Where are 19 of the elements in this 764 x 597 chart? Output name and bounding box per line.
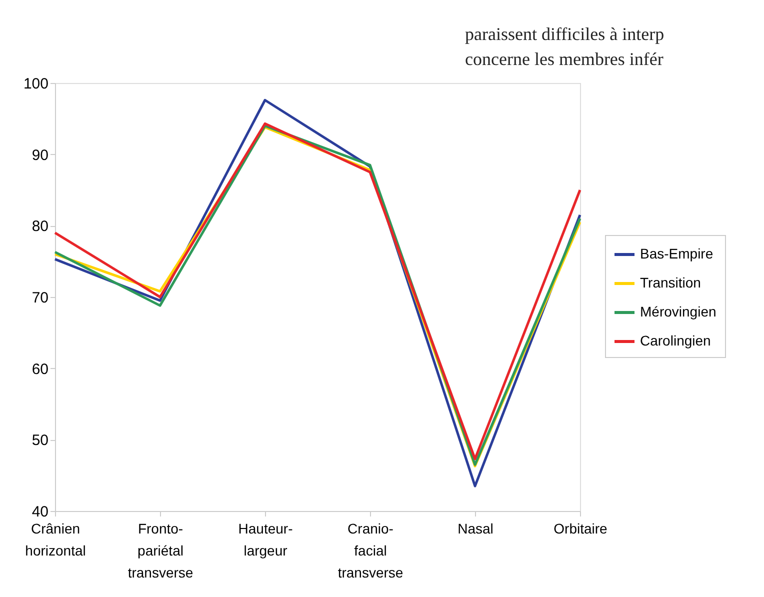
y-tick-label: 80 xyxy=(32,218,48,236)
legend-label: Mérovingien xyxy=(640,304,716,320)
y-tick-label: 40 xyxy=(32,504,48,520)
x-tick-label: Crânien horizontal xyxy=(25,520,86,558)
y-tick-label: 90 xyxy=(32,146,48,164)
x-tick-label: Cranio- facial transverse xyxy=(338,520,404,580)
y-tick-label: 70 xyxy=(32,290,48,306)
text: paraissent difficiles à interp xyxy=(465,24,664,44)
legend-label: Transition xyxy=(640,274,701,290)
legend-label: Carolingien xyxy=(640,332,711,348)
x-tick-label: Fronto- pariétal transverse xyxy=(128,520,194,580)
x-tick-label: Hauteur- largeur xyxy=(238,520,294,558)
y-tick-label: 60 xyxy=(32,360,48,378)
x-tick-label: Orbitaire xyxy=(554,520,608,536)
y-tick-label: 50 xyxy=(32,432,48,450)
x-tick-label: Nasal xyxy=(458,520,494,536)
y-tick-label: 100 xyxy=(23,76,48,92)
legend-label: Bas-Empire xyxy=(640,246,714,262)
text: concerne les membres infér xyxy=(465,49,664,69)
